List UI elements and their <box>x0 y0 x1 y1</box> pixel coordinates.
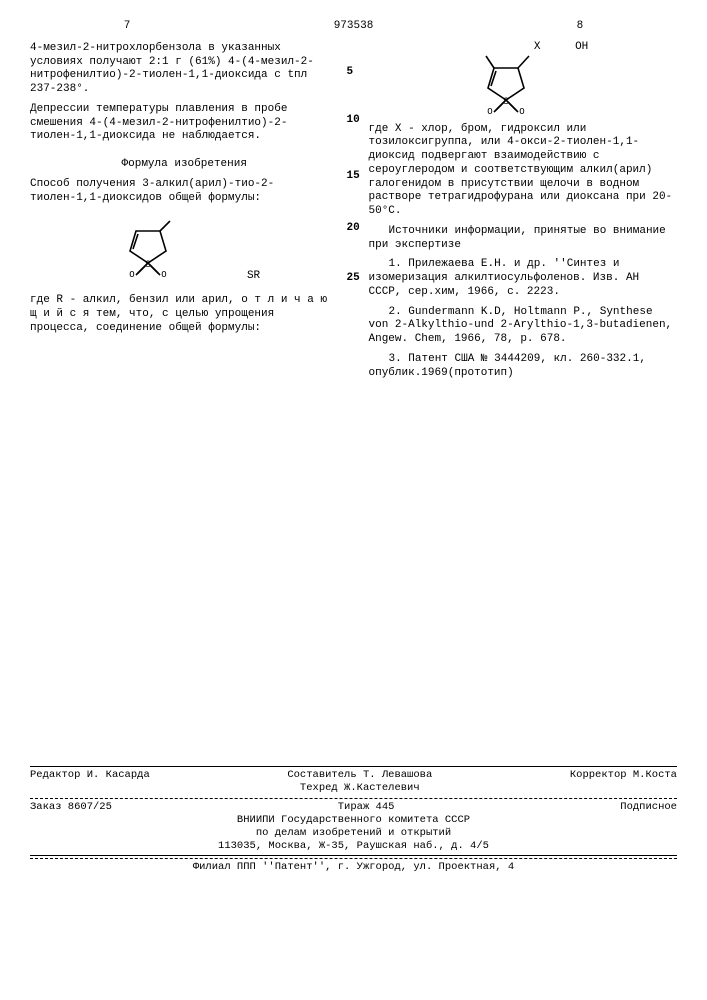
lineno-20: 20 <box>347 222 360 236</box>
left-para-2: Депрессии температуры плавления в пробе … <box>30 103 339 144</box>
svg-text:O: O <box>520 107 525 115</box>
svg-text:S: S <box>145 260 151 271</box>
formula-2-OH: OH <box>575 41 588 55</box>
sources-heading: Источники информации, принятые во вниман… <box>369 225 678 253</box>
podpisnoe: Подписное <box>620 801 677 814</box>
formula-2-X: X <box>534 41 541 55</box>
structure-1-icon: S O O <box>108 213 188 278</box>
formula-1: S O O SR <box>30 213 339 284</box>
page-num-left: 7 <box>30 20 224 34</box>
right-para-1: где X - хлор, бром, гидроксил или тозило… <box>369 123 678 219</box>
source-1: 1. Прилежаева Е.Н. и др. ''Синтез и изом… <box>369 258 678 299</box>
footer-org-2: по делам изобретений и открытий <box>30 827 677 840</box>
svg-text:O: O <box>162 270 167 278</box>
right-column: 5 10 15 20 25 S <box>369 42 678 387</box>
left-column: 4-мезил-2-нитрохлорбензола в указанных у… <box>30 42 339 387</box>
order-number: Заказ 8607/25 <box>30 801 112 814</box>
lineno-10: 10 <box>347 114 360 128</box>
source-3: 3. Патент США № 3444209, кл. 260-332.1, … <box>369 353 678 381</box>
left-para-4: где R - алкил, бензил или арил, о т л и … <box>30 294 339 335</box>
lineno-25: 25 <box>347 272 360 286</box>
tirazh: Тираж 445 <box>338 801 395 814</box>
left-para-3: Способ получения 3-алкил(арил)-тио-2-тио… <box>30 178 339 206</box>
svg-text:S: S <box>503 97 509 108</box>
svg-text:O: O <box>488 107 493 115</box>
formula-heading: Формула изобретения <box>30 158 339 172</box>
formula-1-SR: SR <box>247 270 260 284</box>
svg-text:O: O <box>130 270 135 278</box>
footer-addr: 113035, Москва, Ж-35, Раушская наб., д. … <box>30 840 677 853</box>
page-header: 7 973538 8 <box>30 20 677 34</box>
editor: Редактор И. Касарда <box>30 769 150 795</box>
corrector: Корректор М.Коста <box>570 769 677 795</box>
source-2: 2. Gundermann K.D, Holtmann P., Synthese… <box>369 306 678 347</box>
patent-number: 973538 <box>256 20 450 34</box>
formula-2: S O O X OH <box>369 50 678 121</box>
compiler-techred: Составитель Т. Левашова Техред Ж.Кастеле… <box>287 769 432 795</box>
footer-org-1: ВНИИПИ Государственного комитета СССР <box>30 814 677 827</box>
page: 7 973538 8 4-мезил-2-нитрохлорбензола в … <box>30 20 677 874</box>
lineno-5: 5 <box>347 66 354 80</box>
lineno-15: 15 <box>347 170 360 184</box>
footer-credits-row: Редактор И. Касарда Составитель Т. Леваш… <box>30 769 677 795</box>
footer-order-row: Заказ 8607/25 Тираж 445 Подписное <box>30 801 677 814</box>
two-column-body: 4-мезил-2-нитрохлорбензола в указанных у… <box>30 42 677 387</box>
left-para-1: 4-мезил-2-нитрохлорбензола в указанных у… <box>30 42 339 97</box>
footer-block: Редактор И. Касарда Составитель Т. Леваш… <box>30 766 677 874</box>
structure-2-icon: S O O <box>461 50 551 115</box>
footer-branch: Филиал ППП ''Патент'', г. Ужгород, ул. П… <box>30 861 677 874</box>
page-num-right: 8 <box>483 20 677 34</box>
